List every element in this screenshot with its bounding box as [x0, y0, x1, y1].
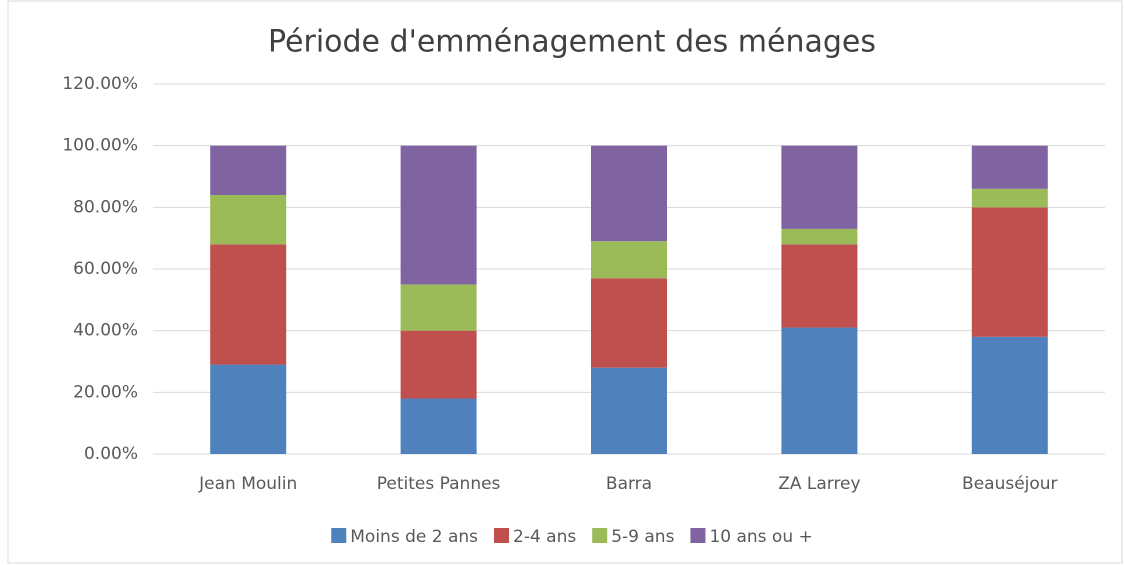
bar-segment: [591, 241, 667, 279]
bar-segment: [781, 228, 858, 245]
x-tick-label: Petites Pannes: [377, 474, 501, 494]
y-tick-label: 40.00%: [73, 321, 138, 341]
bar-segment: [591, 278, 667, 368]
legend-swatch: [690, 528, 706, 543]
x-tick-label: Jean Moulin: [198, 474, 297, 494]
bar-segment: [400, 330, 477, 399]
legend-label: 5-9 ans: [611, 527, 674, 547]
legend-label: 10 ans ou +: [709, 527, 812, 547]
bar-segment: [971, 336, 1048, 454]
legend-label: 2-4 ans: [513, 527, 576, 547]
chart-frame: [7, 0, 1123, 564]
bar-segment: [971, 188, 1048, 208]
legend-swatch: [592, 528, 608, 543]
bar-segment: [210, 364, 287, 454]
chart-title: Période d'emménagement des ménages: [268, 25, 876, 60]
bar-segment: [781, 244, 858, 328]
y-tick-label: 0.00%: [84, 444, 138, 464]
bar-segment: [781, 327, 858, 454]
y-tick-label: 80.00%: [73, 197, 138, 217]
bar-segment: [591, 367, 667, 454]
x-tick-label: Beauséjour: [962, 474, 1058, 494]
x-tick-label: Barra: [606, 474, 652, 494]
bar-segment: [210, 244, 287, 365]
legend-swatch: [331, 528, 347, 543]
legend-swatch: [494, 528, 509, 543]
legend-label: Moins de 2 ans: [350, 527, 478, 547]
bar-segment: [781, 145, 858, 229]
y-tick-label: 20.00%: [73, 382, 138, 402]
y-tick-label: 120.00%: [62, 74, 138, 94]
bar-segment: [591, 145, 667, 242]
bar-segment: [210, 145, 287, 195]
bar-segment: [400, 145, 477, 285]
x-tick-label: ZA Larrey: [778, 474, 860, 494]
y-tick-label: 60.00%: [73, 259, 138, 279]
bar-segment: [971, 207, 1048, 337]
bar-segment: [210, 195, 287, 245]
bar-segment: [400, 398, 477, 454]
bar-segment: [400, 284, 477, 331]
bar-segment: [971, 145, 1048, 189]
y-tick-label: 100.00%: [62, 136, 138, 156]
